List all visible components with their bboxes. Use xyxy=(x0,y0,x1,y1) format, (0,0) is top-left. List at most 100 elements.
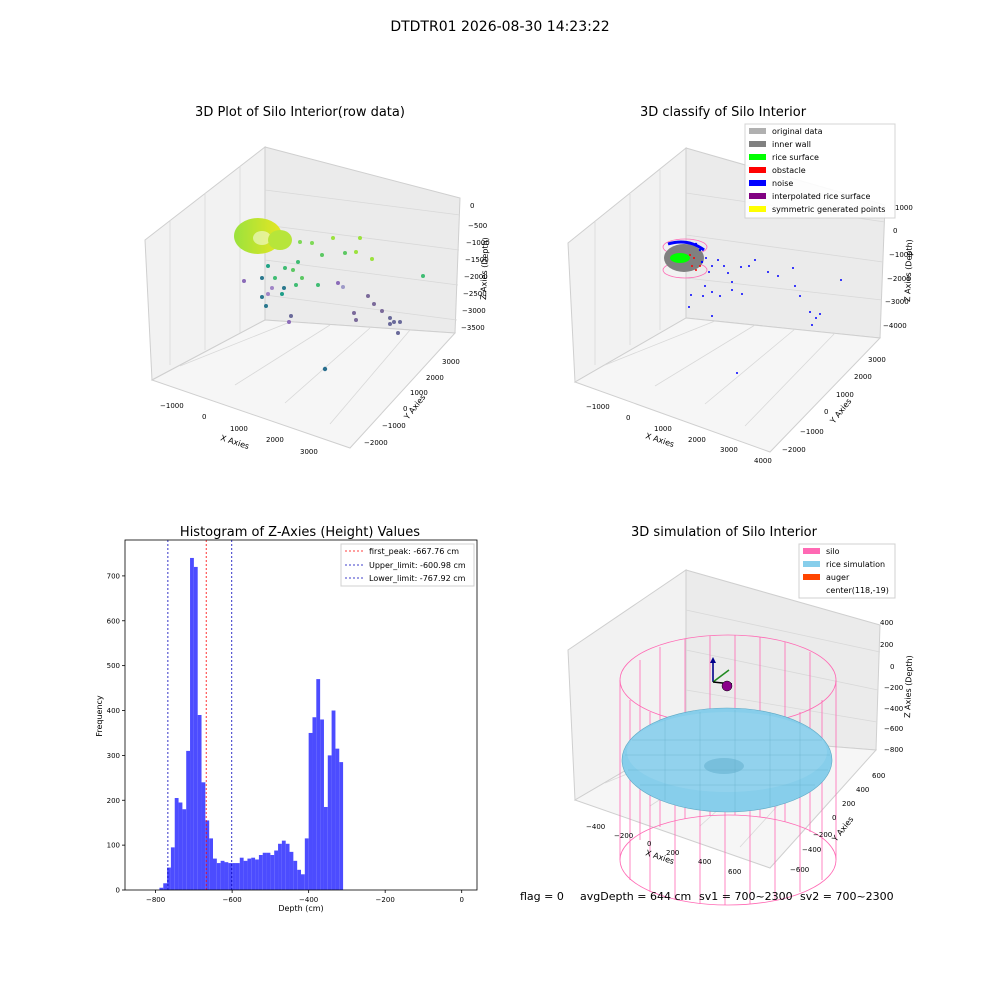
svg-text:2000: 2000 xyxy=(266,436,284,444)
histogram-xtick-label-4: 0 xyxy=(459,896,463,904)
histogram-ytick-label-5: 500 xyxy=(107,662,120,670)
histogram-bar-15 xyxy=(216,863,221,890)
legend-obstacle: obstacle xyxy=(772,166,806,175)
histogram-bar-23 xyxy=(247,858,252,890)
histogram-bar-22 xyxy=(243,860,248,890)
svg-text:−3000: −3000 xyxy=(885,298,909,306)
p4-xticks: −400 −200 0 200 400 600 xyxy=(586,823,741,876)
histogram-bar-28 xyxy=(266,852,271,890)
p2-rice-surface xyxy=(670,253,690,263)
svg-text:−1000: −1000 xyxy=(586,403,610,411)
p2-ylabel: Y Axies xyxy=(828,397,854,426)
histogram-bar-43 xyxy=(323,806,328,890)
legend-swatch-sym xyxy=(749,206,766,212)
histogram-bar-21 xyxy=(239,857,244,890)
svg-text:−2000: −2000 xyxy=(782,446,806,454)
histogram-bar-10 xyxy=(197,715,202,890)
histogram-bar-32 xyxy=(281,840,286,890)
svg-text:600: 600 xyxy=(728,868,741,876)
svg-text:−1000: −1000 xyxy=(889,251,913,259)
histogram-bar-26 xyxy=(258,855,263,890)
p2-xlabel: X Axies xyxy=(644,431,675,449)
histogram-bar-4 xyxy=(174,798,179,890)
p4-rice-highlight xyxy=(627,712,827,792)
svg-text:−800: −800 xyxy=(884,746,903,754)
svg-text:0: 0 xyxy=(893,227,897,235)
legend-center: center(118,-19) xyxy=(826,586,889,595)
svg-text:−1000: −1000 xyxy=(800,428,824,436)
svg-text:200: 200 xyxy=(842,800,855,808)
legend-interp: interpolated rice surface xyxy=(772,192,870,201)
svg-text:−600: −600 xyxy=(790,866,809,874)
p1-floor-pane xyxy=(150,319,457,449)
p4-center-marker xyxy=(721,680,733,692)
p1-xlabel: X Axies xyxy=(219,433,250,451)
histogram-ytick-label-6: 600 xyxy=(107,617,120,625)
histogram-bar-47 xyxy=(339,762,344,890)
svg-text:2000: 2000 xyxy=(426,374,444,382)
histogram-bar-19 xyxy=(232,863,236,890)
p1-back-right-pane xyxy=(264,146,461,334)
histogram-bar-16 xyxy=(220,860,225,890)
histogram-bar-9 xyxy=(193,566,198,890)
svg-text:3000: 3000 xyxy=(720,446,738,454)
svg-text:0: 0 xyxy=(832,814,836,822)
histogram-bar-5 xyxy=(178,802,183,890)
histogram-ylabel: Frequency xyxy=(95,695,104,737)
histogram-xtick-label-1: −600 xyxy=(223,896,242,904)
histogram-bar-40 xyxy=(312,717,317,890)
p1-xticks: −1000 0 1000 2000 3000 xyxy=(160,402,318,456)
p1-scatter-points xyxy=(242,236,425,372)
svg-text:400: 400 xyxy=(698,858,711,866)
svg-text:−400: −400 xyxy=(586,823,605,831)
panel3-title: Histogram of Z-Axies (Height) Values xyxy=(180,525,420,540)
histogram-bar-24 xyxy=(251,857,256,890)
histogram-ytick-label-7: 700 xyxy=(107,572,120,580)
legend-swatch-interp xyxy=(749,193,766,199)
histogram-bar-7 xyxy=(186,750,191,890)
status-sv2: sv2 = 700~2300 xyxy=(800,890,894,903)
svg-text:600: 600 xyxy=(872,772,885,780)
status-avg-depth: avgDepth = 644 cm xyxy=(580,890,691,903)
histogram-ytick-label-2: 200 xyxy=(107,797,120,805)
svg-text:400: 400 xyxy=(856,786,869,794)
p1-zlabel: Z Axies (Depth) xyxy=(479,237,490,300)
histogram-bar-13 xyxy=(209,838,213,890)
svg-text:−400: −400 xyxy=(802,846,821,854)
histogram-yticks: 0 100 200 300 400 500 600 700 xyxy=(107,572,125,895)
svg-text:1000: 1000 xyxy=(410,389,428,397)
svg-text:200: 200 xyxy=(666,849,679,857)
p1-zticks: 0 −500 −1000 −1500 −2000 −2500 −3000 −35… xyxy=(461,202,490,332)
p2-zlabel: Z Axies (Depth) xyxy=(903,239,914,302)
histogram-ytick-label-1: 100 xyxy=(107,842,120,850)
histogram-bar-14 xyxy=(213,858,217,890)
svg-text:−2000: −2000 xyxy=(464,273,488,281)
legend-swatch-auger xyxy=(803,574,820,580)
svg-text:3000: 3000 xyxy=(300,448,318,456)
histogram-bar-44 xyxy=(327,755,332,890)
svg-text:400: 400 xyxy=(880,619,893,627)
histogram-bar-20 xyxy=(235,863,240,890)
svg-text:−2000: −2000 xyxy=(364,439,388,447)
p2-xticks: −1000 0 1000 2000 3000 4000 xyxy=(586,403,772,465)
panel-classify-3d: 3D classify of Silo Interior xyxy=(567,105,914,465)
p4-auger-z-arrow xyxy=(710,657,716,663)
legend-swatch-original xyxy=(749,128,766,134)
svg-text:1000: 1000 xyxy=(230,425,248,433)
histogram-ytick-label-3: 300 xyxy=(107,752,120,760)
panel-raw-3d: 3D Plot of Silo Interior(row data) xyxy=(144,105,490,456)
svg-text:0: 0 xyxy=(403,405,407,413)
p2-yticks: −2000 −1000 0 1000 2000 3000 xyxy=(782,356,886,454)
legend-rice: rice surface xyxy=(772,153,819,162)
p4-zlabel: Z Axies (Depth) xyxy=(903,655,914,718)
svg-text:−1500: −1500 xyxy=(465,256,489,264)
histogram-bar-18 xyxy=(228,863,233,890)
histogram-bar-3 xyxy=(170,847,175,890)
histogram-ytick-label-4: 400 xyxy=(107,707,120,715)
svg-text:1000: 1000 xyxy=(895,204,913,212)
panel-simulation-3d: 3D simulation of Silo Interior xyxy=(567,525,914,906)
p2-legend: original data inner wall rice surface ob… xyxy=(744,123,896,219)
histogram-bar-34 xyxy=(289,851,294,890)
legend-wall: inner wall xyxy=(772,140,811,149)
